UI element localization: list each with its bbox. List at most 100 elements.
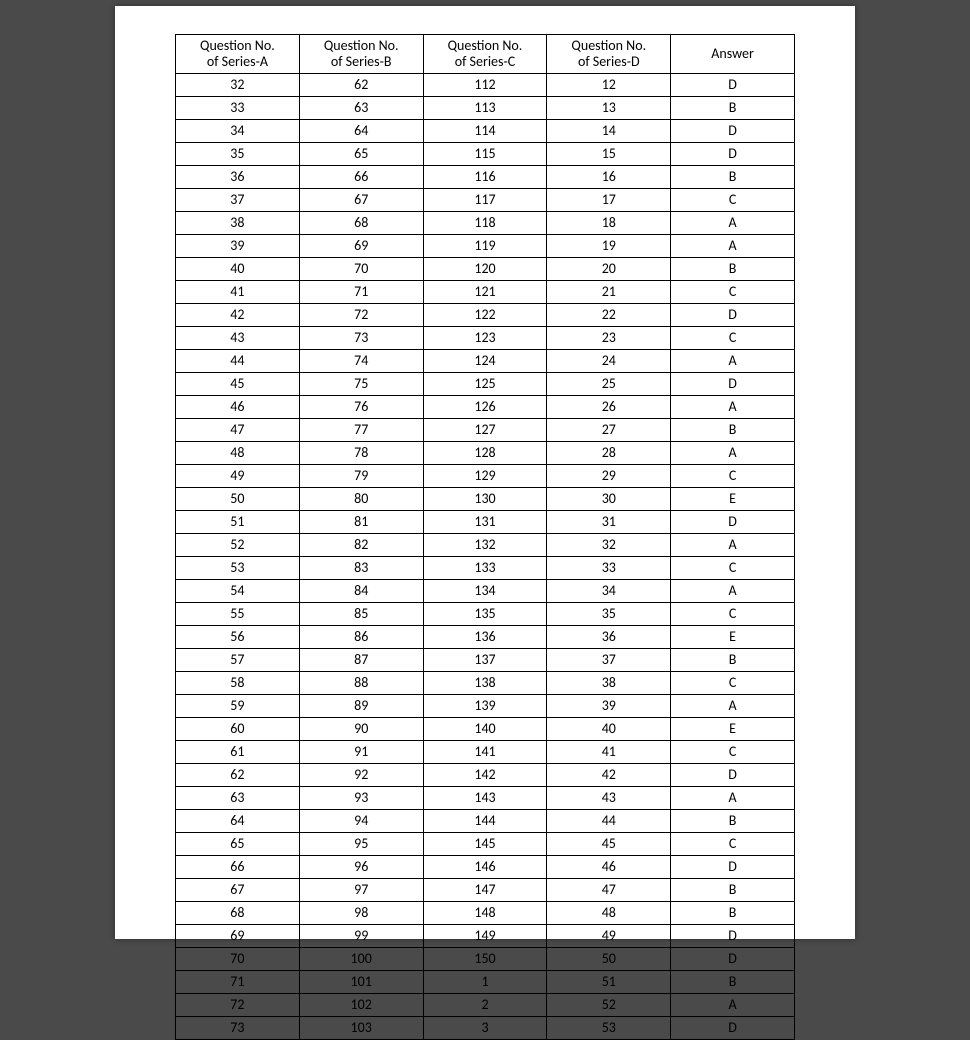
answer-cell: C (671, 833, 795, 856)
answer-cell: A (671, 212, 795, 235)
qno-cell: 66 (176, 856, 300, 879)
qno-cell: 35 (547, 603, 671, 626)
answer-cell: D (671, 925, 795, 948)
answer-cell: D (671, 373, 795, 396)
answer-cell: C (671, 603, 795, 626)
answer-cell: B (671, 258, 795, 281)
qno-cell: 101 (299, 971, 423, 994)
qno-cell: 115 (423, 143, 547, 166)
qno-cell: 70 (176, 948, 300, 971)
qno-cell: 29 (547, 465, 671, 488)
qno-cell: 145 (423, 833, 547, 856)
table-row: 427212222D (176, 304, 795, 327)
qno-cell: 140 (423, 718, 547, 741)
qno-cell: 98 (299, 902, 423, 925)
qno-cell: 82 (299, 534, 423, 557)
qno-cell: 96 (299, 856, 423, 879)
table-row: 336311313B (176, 97, 795, 120)
answer-cell: D (671, 856, 795, 879)
answer-cell: A (671, 580, 795, 603)
qno-cell: 139 (423, 695, 547, 718)
answer-cell: C (671, 557, 795, 580)
qno-cell: 33 (176, 97, 300, 120)
qno-cell: 30 (547, 488, 671, 511)
qno-cell: 47 (547, 879, 671, 902)
qno-cell: 47 (176, 419, 300, 442)
qno-cell: 40 (547, 718, 671, 741)
table-row: 538313333C (176, 557, 795, 580)
answer-cell: A (671, 396, 795, 419)
answer-cell: B (671, 649, 795, 672)
qno-cell: 34 (176, 120, 300, 143)
col-header-line1: Answer (675, 46, 790, 62)
qno-cell: 32 (547, 534, 671, 557)
qno-cell: 135 (423, 603, 547, 626)
answer-cell: E (671, 626, 795, 649)
qno-cell: 150 (423, 948, 547, 971)
qno-cell: 65 (299, 143, 423, 166)
table-row: 528213232A (176, 534, 795, 557)
table-row: 467612626A (176, 396, 795, 419)
qno-cell: 84 (299, 580, 423, 603)
table-row: 437312323C (176, 327, 795, 350)
qno-cell: 46 (547, 856, 671, 879)
qno-cell: 54 (176, 580, 300, 603)
qno-cell: 67 (299, 189, 423, 212)
qno-cell: 52 (547, 994, 671, 1017)
qno-cell: 32 (176, 74, 300, 97)
table-row: 548413434A (176, 580, 795, 603)
qno-cell: 67 (176, 879, 300, 902)
qno-cell: 44 (176, 350, 300, 373)
qno-cell: 27 (547, 419, 671, 442)
table-row: 417112121C (176, 281, 795, 304)
qno-cell: 39 (176, 235, 300, 258)
qno-cell: 71 (176, 971, 300, 994)
table-row: 588813838C (176, 672, 795, 695)
qno-cell: 45 (176, 373, 300, 396)
qno-cell: 62 (176, 764, 300, 787)
qno-cell: 80 (299, 488, 423, 511)
qno-cell: 126 (423, 396, 547, 419)
col-header-0: Question No.of Series-A (176, 35, 300, 74)
qno-cell: 72 (299, 304, 423, 327)
qno-cell: 49 (547, 925, 671, 948)
col-header-1: Question No.of Series-B (299, 35, 423, 74)
qno-cell: 51 (176, 511, 300, 534)
qno-cell: 19 (547, 235, 671, 258)
answer-key-table: Question No.of Series-AQuestion No.of Se… (175, 34, 795, 1040)
qno-cell: 26 (547, 396, 671, 419)
answer-cell: A (671, 350, 795, 373)
qno-cell: 64 (299, 120, 423, 143)
qno-cell: 121 (423, 281, 547, 304)
qno-cell: 147 (423, 879, 547, 902)
qno-cell: 92 (299, 764, 423, 787)
qno-cell: 114 (423, 120, 547, 143)
col-header-line1: Question No. (428, 38, 543, 54)
qno-cell: 50 (547, 948, 671, 971)
answer-cell: D (671, 1017, 795, 1040)
qno-cell: 116 (423, 166, 547, 189)
qno-cell: 103 (299, 1017, 423, 1040)
qno-cell: 131 (423, 511, 547, 534)
qno-cell: 17 (547, 189, 671, 212)
qno-cell: 61 (176, 741, 300, 764)
answer-cell: B (671, 97, 795, 120)
qno-cell: 37 (547, 649, 671, 672)
qno-cell: 125 (423, 373, 547, 396)
qno-cell: 43 (547, 787, 671, 810)
qno-cell: 78 (299, 442, 423, 465)
qno-cell: 138 (423, 672, 547, 695)
answer-cell: D (671, 511, 795, 534)
qno-cell: 88 (299, 672, 423, 695)
answer-cell: D (671, 764, 795, 787)
table-row: 669614646D (176, 856, 795, 879)
qno-cell: 65 (176, 833, 300, 856)
table-row: 326211212D (176, 74, 795, 97)
qno-cell: 41 (547, 741, 671, 764)
qno-cell: 16 (547, 166, 671, 189)
table-row: 71101151B (176, 971, 795, 994)
qno-cell: 3 (423, 1017, 547, 1040)
answer-cell: C (671, 465, 795, 488)
qno-cell: 148 (423, 902, 547, 925)
qno-cell: 76 (299, 396, 423, 419)
